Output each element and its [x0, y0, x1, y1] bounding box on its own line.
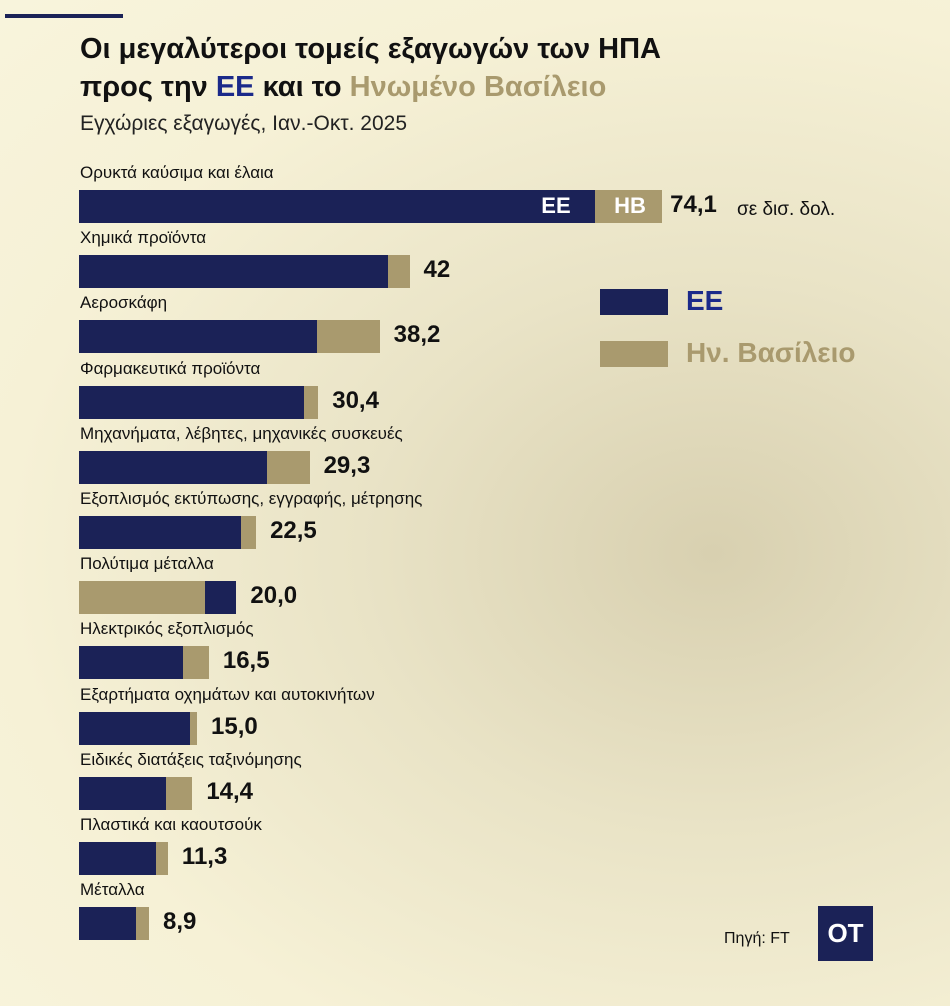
- bar-ee: [204, 581, 237, 615]
- logo: OT: [818, 906, 873, 961]
- data-label: 14,4: [206, 777, 254, 805]
- legend-label-ee: ΕΕ: [686, 285, 724, 316]
- title-ee: ΕΕ: [215, 71, 255, 103]
- bar-inline-label-uk: ΗΒ: [614, 193, 646, 218]
- data-label: 42: [423, 256, 451, 284]
- bar-uk: [135, 907, 150, 941]
- bar-uk: [241, 516, 257, 549]
- legend-swatch-uk: [600, 341, 668, 367]
- category-label: Μέταλλα: [80, 880, 145, 900]
- category-label: Πολύτιμα μέταλλα: [80, 554, 214, 574]
- title-text: και το: [254, 71, 350, 103]
- title-text: προς την: [80, 71, 216, 103]
- category-label: Φαρμακευτικά προϊόντα: [80, 358, 261, 378]
- bar-ee: [79, 190, 596, 223]
- bar-uk: [388, 255, 410, 289]
- category-label: Χημικά προϊόντα: [80, 228, 207, 248]
- data-label: 30,4: [332, 386, 379, 414]
- bar-uk: [182, 646, 209, 680]
- accent-line: [5, 14, 123, 18]
- bar-ee: [79, 320, 317, 354]
- bar-ee: [79, 646, 183, 680]
- title-line-1: Οι μεγαλύτεροι τομείς εξαγωγών των ΗΠΑ: [80, 33, 661, 65]
- category-label: Μηχανήματα, λέβητες, μηχανικές συσκευές: [80, 423, 403, 443]
- title-uk: Ηνωμένο Βασίλειο: [349, 71, 607, 103]
- data-label: 38,2: [393, 321, 441, 349]
- data-label: 74,1: [670, 191, 717, 218]
- bar-ee: [79, 776, 167, 810]
- bar-uk: [156, 842, 168, 875]
- source: Πηγή: FT: [724, 930, 790, 947]
- bar-uk: [189, 711, 198, 745]
- bar-uk: [79, 581, 205, 615]
- data-label: 29,3: [323, 451, 371, 479]
- bar-ee: [79, 516, 242, 549]
- bar-ee: [79, 711, 190, 745]
- category-label: Ηλεκτρικός εξοπλισμός: [80, 619, 254, 639]
- bar-uk: [267, 450, 310, 484]
- data-label: 15,0: [211, 712, 258, 740]
- data-label: 20,0: [250, 582, 298, 610]
- category-label: Εξοπλισμός εκτύπωσης, εγγραφής, μέτρησης: [80, 489, 423, 508]
- bar-ee: [79, 842, 157, 875]
- subtitle: Εγχώριες εξαγωγές, Ιαν.-Οκτ. 2025: [80, 112, 407, 135]
- legend-label-uk: Ην. Βασίλειο: [686, 337, 856, 368]
- category-label: Αεροσκάφη: [80, 293, 168, 313]
- bar-ee: [79, 255, 389, 289]
- category-label: Εξαρτήματα οχημάτων και αυτοκινήτων: [80, 684, 375, 704]
- bar-uk: [316, 320, 380, 354]
- category-label: Πλαστικά και καουτσούκ: [80, 815, 262, 834]
- data-label: 8,9: [163, 908, 197, 936]
- chart-title: Οι μεγαλύτεροι τομείς εξαγωγών των ΗΠΑ π…: [80, 30, 661, 106]
- bar-inline-label-ee: ΕΕ: [541, 193, 571, 218]
- category-label: Ειδικές διατάξεις ταξινόμησης: [80, 749, 302, 769]
- bar-uk: [595, 190, 663, 223]
- bar-ee: [79, 907, 136, 941]
- bar-uk: [166, 776, 193, 810]
- unit-label: σε δισ. δολ.: [737, 199, 836, 220]
- bar-uk: [304, 385, 319, 419]
- legend-swatch-ee: [600, 289, 668, 315]
- bar-ee: [79, 450, 268, 484]
- data-label: 22,5: [270, 517, 317, 544]
- data-label: 11,3: [181, 843, 228, 870]
- category-label: Ορυκτά καύσιμα και έλαια: [80, 163, 274, 182]
- title-line-2: προς την ΕΕ και το Ηνωμένο Βασίλειο: [80, 68, 661, 106]
- data-label: 16,5: [222, 647, 270, 675]
- bar-ee: [79, 385, 305, 419]
